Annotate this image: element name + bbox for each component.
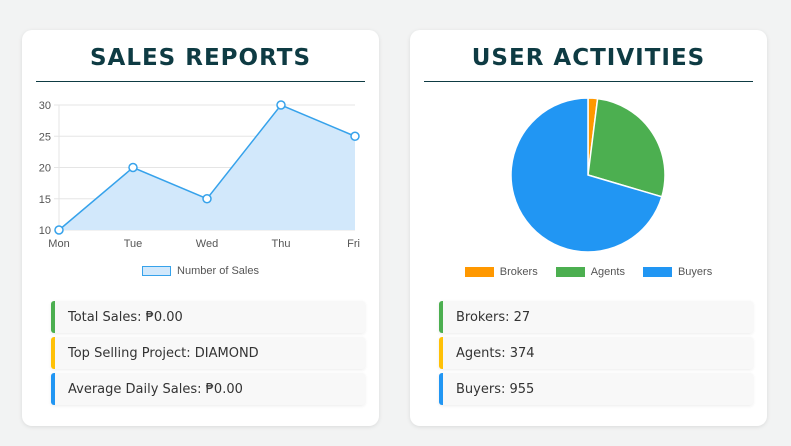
user-activities-pie-chart	[510, 97, 666, 253]
legend-label-buyers: Buyers	[677, 266, 713, 278]
brokers-stat: Brokers: 27	[439, 301, 753, 333]
legend-item-number-of-sales[interactable]: Number of Sales	[142, 265, 259, 277]
sales-line-chart: 10 15 20 25 30 Mon Tue Wed Thu Fri	[39, 100, 360, 250]
data-point-wed[interactable]	[202, 194, 212, 204]
sales-stats-list: Total Sales: ₱0.00 Top Selling Project: …	[51, 301, 365, 409]
x-tick-label-thu: Thu	[272, 238, 291, 250]
y-tick-label: 15	[39, 194, 51, 206]
y-tick-label: 30	[39, 100, 51, 112]
sales-reports-title: SALES REPORTS	[89, 45, 312, 71]
legend-label-brokers: Brokers	[499, 266, 538, 278]
pie-slice-buyers[interactable]	[510, 97, 663, 253]
data-point-tue[interactable]	[128, 162, 138, 173]
sales-title-divider	[36, 81, 365, 82]
x-tick-label-wed: Wed	[196, 238, 218, 250]
sales-reports-card: SALES REPORTS 10 15 20 25 30 Mon Tue Wed Thu Fri…	[22, 30, 379, 426]
user-activities-title: USER ACTIVITIES	[471, 45, 706, 71]
sales-chart-legend: Number of Sales	[22, 265, 379, 277]
user-activities-card: USER ACTIVITIES Brokers Agents Buyers Br…	[410, 30, 767, 426]
legend-label-agents: Agents	[590, 266, 625, 278]
data-point-thu[interactable]	[276, 100, 286, 110]
agents-stat: Agents: 374	[439, 337, 753, 369]
average-daily-sales-stat: Average Daily Sales: ₱0.00	[51, 373, 365, 405]
y-tick-label: 20	[39, 163, 51, 175]
sales-area-fill	[59, 105, 355, 230]
legend-swatch-number-of-sales	[142, 266, 172, 276]
legend-swatch-buyers	[642, 267, 672, 277]
data-point-mon[interactable]	[54, 225, 64, 235]
data-point-fri[interactable]	[350, 131, 360, 141]
y-tick-label: 25	[39, 131, 51, 143]
total-sales-stat: Total Sales: ₱0.00	[51, 301, 365, 333]
y-tick-label: 10	[39, 225, 51, 237]
pie-chart-legend: Brokers Agents Buyers	[410, 266, 767, 278]
legend-label-number-of-sales: Number of Sales	[177, 265, 259, 277]
x-tick-label-tue: Tue	[124, 238, 143, 250]
x-tick-label-fri: Fri	[347, 238, 360, 250]
user-stats-list: Brokers: 27 Agents: 374 Buyers: 955	[439, 301, 753, 409]
legend-item-brokers[interactable]: Brokers	[464, 266, 538, 278]
users-title-divider	[424, 81, 753, 82]
top-selling-project-stat: Top Selling Project: DIAMOND	[51, 337, 365, 369]
x-tick-label-mon: Mon	[48, 238, 69, 250]
buyers-stat: Buyers: 955	[439, 373, 753, 405]
pie-slice-agents[interactable]	[587, 97, 666, 198]
legend-item-buyers[interactable]: Buyers	[642, 266, 713, 278]
legend-swatch-agents	[555, 267, 585, 277]
legend-item-agents[interactable]: Agents	[555, 266, 625, 278]
legend-swatch-brokers	[464, 267, 494, 277]
